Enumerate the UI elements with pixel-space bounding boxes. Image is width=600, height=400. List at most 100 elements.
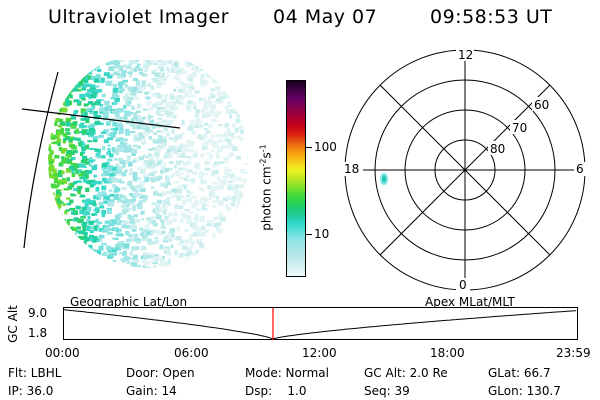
auroral-pixel bbox=[167, 239, 172, 242]
date-label: 04 May 07 bbox=[273, 6, 378, 28]
auroral-pixel bbox=[239, 184, 245, 189]
auroral-pixel bbox=[137, 63, 141, 67]
auroral-pixel bbox=[121, 82, 125, 85]
auroral-pixel bbox=[90, 94, 97, 99]
auroral-pixel bbox=[65, 132, 71, 135]
auroral-pixel bbox=[186, 239, 193, 244]
auroral-pixel bbox=[80, 113, 85, 117]
auroral-pixel bbox=[213, 185, 219, 191]
auroral-pixel bbox=[159, 244, 164, 250]
auroral-pixel bbox=[48, 250, 54, 253]
auroral-pixel bbox=[58, 231, 64, 237]
auroral-pixel bbox=[199, 265, 203, 268]
auroral-pixel bbox=[108, 189, 113, 192]
auroral-pixel bbox=[48, 248, 52, 252]
auroral-pixel bbox=[96, 89, 103, 93]
auroral-pixel bbox=[164, 175, 170, 180]
auroral-pixel bbox=[239, 76, 243, 80]
time-tick-label: 18:00 bbox=[430, 346, 465, 360]
auroral-pixel bbox=[168, 237, 174, 241]
auroral-pixel bbox=[117, 147, 124, 153]
auroral-pixel bbox=[48, 144, 51, 148]
auroral-pixel bbox=[188, 251, 193, 255]
auroral-pixel bbox=[197, 134, 204, 139]
auroral-pixel bbox=[126, 157, 131, 161]
auroral-pixel bbox=[240, 129, 244, 135]
auroral-pixel bbox=[70, 126, 77, 129]
auroral-pixel bbox=[197, 120, 203, 124]
auroral-pixel bbox=[85, 265, 91, 268]
auroral-pixel bbox=[235, 118, 241, 123]
auroral-pixel bbox=[238, 220, 243, 226]
auroral-pixel bbox=[118, 84, 123, 89]
auroral-pixel bbox=[91, 60, 96, 61]
auroral-pixel bbox=[64, 268, 69, 270]
auroral-pixel bbox=[56, 182, 60, 187]
auroral-pixel bbox=[56, 88, 63, 91]
auroral-pixel bbox=[134, 61, 139, 64]
auroral-pixel bbox=[136, 126, 142, 130]
auroral-pixel bbox=[108, 266, 114, 268]
auroral-blob-core bbox=[382, 175, 386, 183]
auroral-pixel bbox=[133, 112, 138, 117]
auroral-pixel bbox=[116, 137, 120, 140]
auroral-pixel bbox=[118, 241, 123, 244]
auroral-pixel bbox=[118, 129, 124, 134]
auroral-pixel bbox=[57, 65, 62, 70]
auroral-pixel bbox=[107, 199, 113, 203]
auroral-pixel bbox=[133, 192, 138, 196]
auroral-pixel bbox=[205, 130, 211, 134]
auroral-pixel bbox=[69, 207, 76, 211]
auroral-pixel bbox=[97, 195, 102, 200]
color-bar-unit-label: photon cm-2s-1 bbox=[259, 128, 274, 248]
auroral-pixel bbox=[232, 229, 238, 233]
auroral-pixel bbox=[203, 133, 208, 139]
auroral-pixel bbox=[185, 258, 190, 263]
auroral-image bbox=[21, 60, 254, 275]
auroral-pixel bbox=[125, 270, 129, 275]
auroral-pixel bbox=[104, 162, 110, 165]
auroral-pixel bbox=[135, 264, 141, 268]
auroral-pixel bbox=[149, 268, 154, 273]
auroral-pixel bbox=[249, 100, 254, 104]
auroral-pixel bbox=[225, 253, 230, 258]
auroral-pixel bbox=[83, 61, 87, 64]
auroral-pixel bbox=[80, 261, 87, 265]
auroral-pixel bbox=[48, 133, 53, 137]
auroral-pixel bbox=[84, 250, 89, 253]
auroral-pixel bbox=[227, 73, 232, 77]
auroral-pixel bbox=[57, 201, 64, 204]
auroral-pixel bbox=[103, 196, 107, 201]
auroral-pixel bbox=[114, 186, 118, 190]
auroral-pixel bbox=[88, 237, 94, 241]
auroral-pixel bbox=[188, 73, 192, 78]
auroral-pixel bbox=[105, 81, 112, 86]
auroral-pixel bbox=[53, 204, 58, 209]
auroral-pixel bbox=[85, 260, 89, 264]
auroral-pixel bbox=[48, 202, 52, 205]
auroral-pixel bbox=[132, 126, 138, 129]
auroral-pixel bbox=[223, 157, 229, 161]
auroral-pixel bbox=[244, 95, 248, 100]
auroral-pixel bbox=[198, 262, 202, 268]
auroral-pixel bbox=[194, 90, 200, 94]
auroral-pixel bbox=[48, 145, 50, 150]
auroral-pixel bbox=[135, 134, 139, 138]
auroral-pixel bbox=[184, 209, 190, 212]
auroral-pixel bbox=[133, 254, 138, 258]
auroral-pixel bbox=[143, 234, 148, 238]
auroral-pixel bbox=[85, 264, 89, 268]
auroral-pixel bbox=[52, 168, 57, 174]
auroral-pixel bbox=[53, 69, 58, 74]
auroral-pixel bbox=[192, 253, 198, 258]
auroral-pixel bbox=[162, 136, 166, 140]
auroral-pixel bbox=[188, 86, 195, 90]
auroral-pixel bbox=[203, 111, 209, 116]
auroral-pixel bbox=[223, 160, 229, 163]
auroral-pixel bbox=[51, 70, 57, 74]
auroral-pixel bbox=[241, 72, 247, 76]
auroral-pixel bbox=[191, 131, 196, 135]
auroral-pixel bbox=[90, 68, 97, 71]
auroral-pixel bbox=[216, 110, 222, 115]
auroral-pixel bbox=[93, 78, 99, 83]
